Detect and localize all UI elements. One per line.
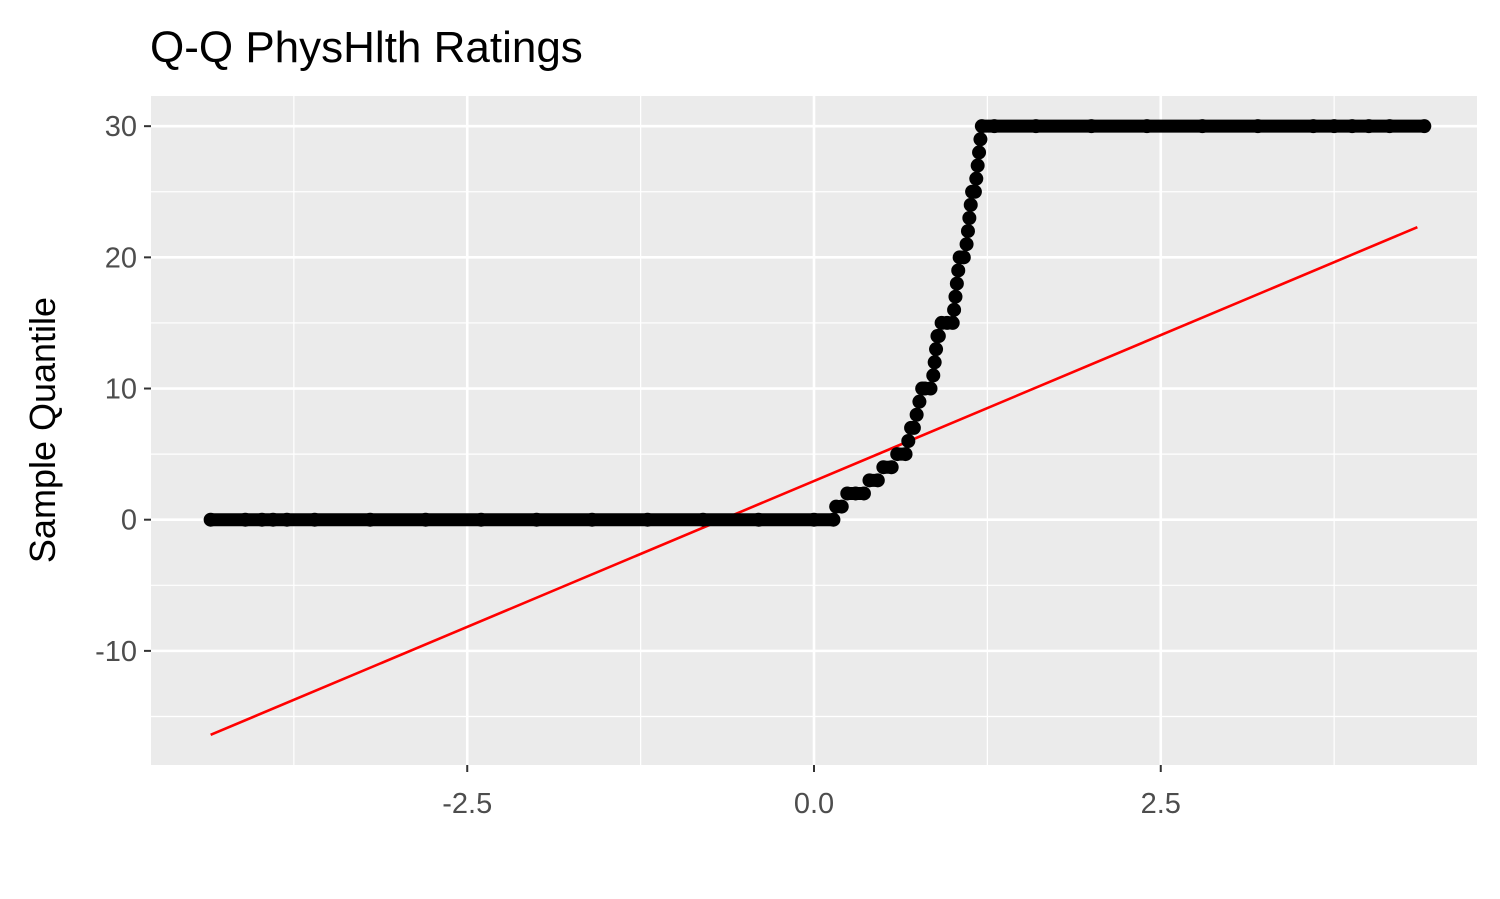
data-point — [959, 237, 974, 252]
data-point — [279, 512, 294, 527]
x-tick-label: 0.0 — [794, 788, 834, 820]
data-point — [1139, 119, 1154, 134]
qq-reference-line — [210, 225, 1418, 737]
data-point — [962, 210, 977, 225]
y-tick-label: 20 — [105, 242, 137, 274]
x-tick-label: -2.5 — [442, 788, 492, 820]
data-point — [1084, 119, 1099, 134]
data-point — [927, 355, 942, 370]
reference-line-layer — [210, 225, 1418, 737]
y-axis: -10 0 10 20 30 — [95, 111, 151, 668]
data-point — [884, 460, 899, 475]
sample-points — [203, 119, 1432, 527]
data-point — [1382, 119, 1397, 134]
data-point — [807, 512, 821, 527]
x-tick-label: 2.5 — [1141, 788, 1181, 820]
data-point — [912, 394, 927, 409]
data-point — [956, 250, 971, 265]
data-point — [1417, 119, 1432, 134]
data-point — [898, 447, 913, 462]
x-axis: -2.5 0.0 2.5 — [442, 765, 1181, 820]
data-point — [963, 197, 978, 212]
data-point — [987, 119, 1002, 134]
data-point — [970, 158, 985, 173]
data-point — [696, 512, 711, 527]
data-point — [945, 315, 960, 330]
data-point — [967, 184, 982, 199]
data-point — [1345, 119, 1360, 134]
data-point — [254, 512, 269, 527]
data-point — [960, 224, 975, 239]
data-point — [931, 329, 946, 344]
data-point — [974, 119, 989, 134]
data-point — [238, 512, 253, 527]
data-point — [947, 302, 962, 317]
data-point — [1361, 119, 1376, 134]
data-point — [926, 368, 941, 383]
data-point — [266, 512, 281, 527]
y-tick-label: 30 — [105, 111, 137, 143]
data-point — [948, 289, 963, 304]
data-point — [972, 145, 987, 160]
data-point — [856, 486, 871, 501]
data-point — [474, 512, 489, 527]
data-point — [363, 512, 378, 527]
y-tick-label: -10 — [95, 636, 137, 668]
data-point — [1327, 119, 1342, 134]
data-point — [909, 407, 924, 422]
data-point — [418, 512, 433, 527]
data-point — [834, 499, 849, 514]
data-point — [203, 512, 218, 527]
y-tick-label: 0 — [121, 505, 137, 537]
data-point — [1195, 119, 1210, 134]
data-point — [949, 276, 964, 291]
data-point — [870, 473, 885, 488]
data-point — [640, 512, 655, 527]
data-point — [973, 132, 988, 147]
data-point — [929, 342, 944, 357]
data-point — [901, 433, 916, 448]
data-point — [751, 512, 766, 527]
data-point — [826, 512, 841, 527]
data-point — [1028, 119, 1043, 134]
data-point — [1306, 119, 1321, 134]
chart-title: Q-Q PhysHlth Ratings — [150, 23, 583, 72]
data-point — [951, 263, 966, 278]
data-point — [307, 512, 322, 527]
y-tick-label: 10 — [105, 374, 137, 406]
data-point — [969, 171, 984, 186]
data-point — [529, 512, 544, 527]
data-point — [906, 420, 921, 435]
data-point — [923, 381, 938, 396]
data-point — [585, 512, 600, 527]
y-axis-title: Sample Quantile — [22, 297, 63, 563]
data-point — [1250, 119, 1265, 134]
